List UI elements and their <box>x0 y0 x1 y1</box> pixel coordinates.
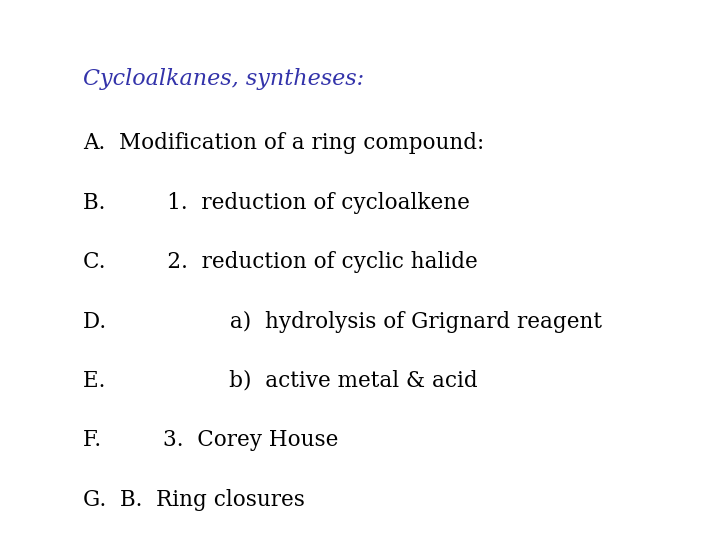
Text: E.                  b)  active metal & acid: E. b) active metal & acid <box>83 370 477 392</box>
Text: C.         2.  reduction of cyclic halide: C. 2. reduction of cyclic halide <box>83 251 477 273</box>
Text: A.  Modification of a ring compound:: A. Modification of a ring compound: <box>83 132 484 154</box>
Text: B.         1.  reduction of cycloalkene: B. 1. reduction of cycloalkene <box>83 192 469 214</box>
Text: D.                  a)  hydrolysis of Grignard reagent: D. a) hydrolysis of Grignard reagent <box>83 310 602 333</box>
Text: F.         3.  Corey House: F. 3. Corey House <box>83 429 338 451</box>
Text: Cycloalkanes, syntheses:: Cycloalkanes, syntheses: <box>83 68 364 90</box>
Text: G.  B.  Ring closures: G. B. Ring closures <box>83 489 305 511</box>
